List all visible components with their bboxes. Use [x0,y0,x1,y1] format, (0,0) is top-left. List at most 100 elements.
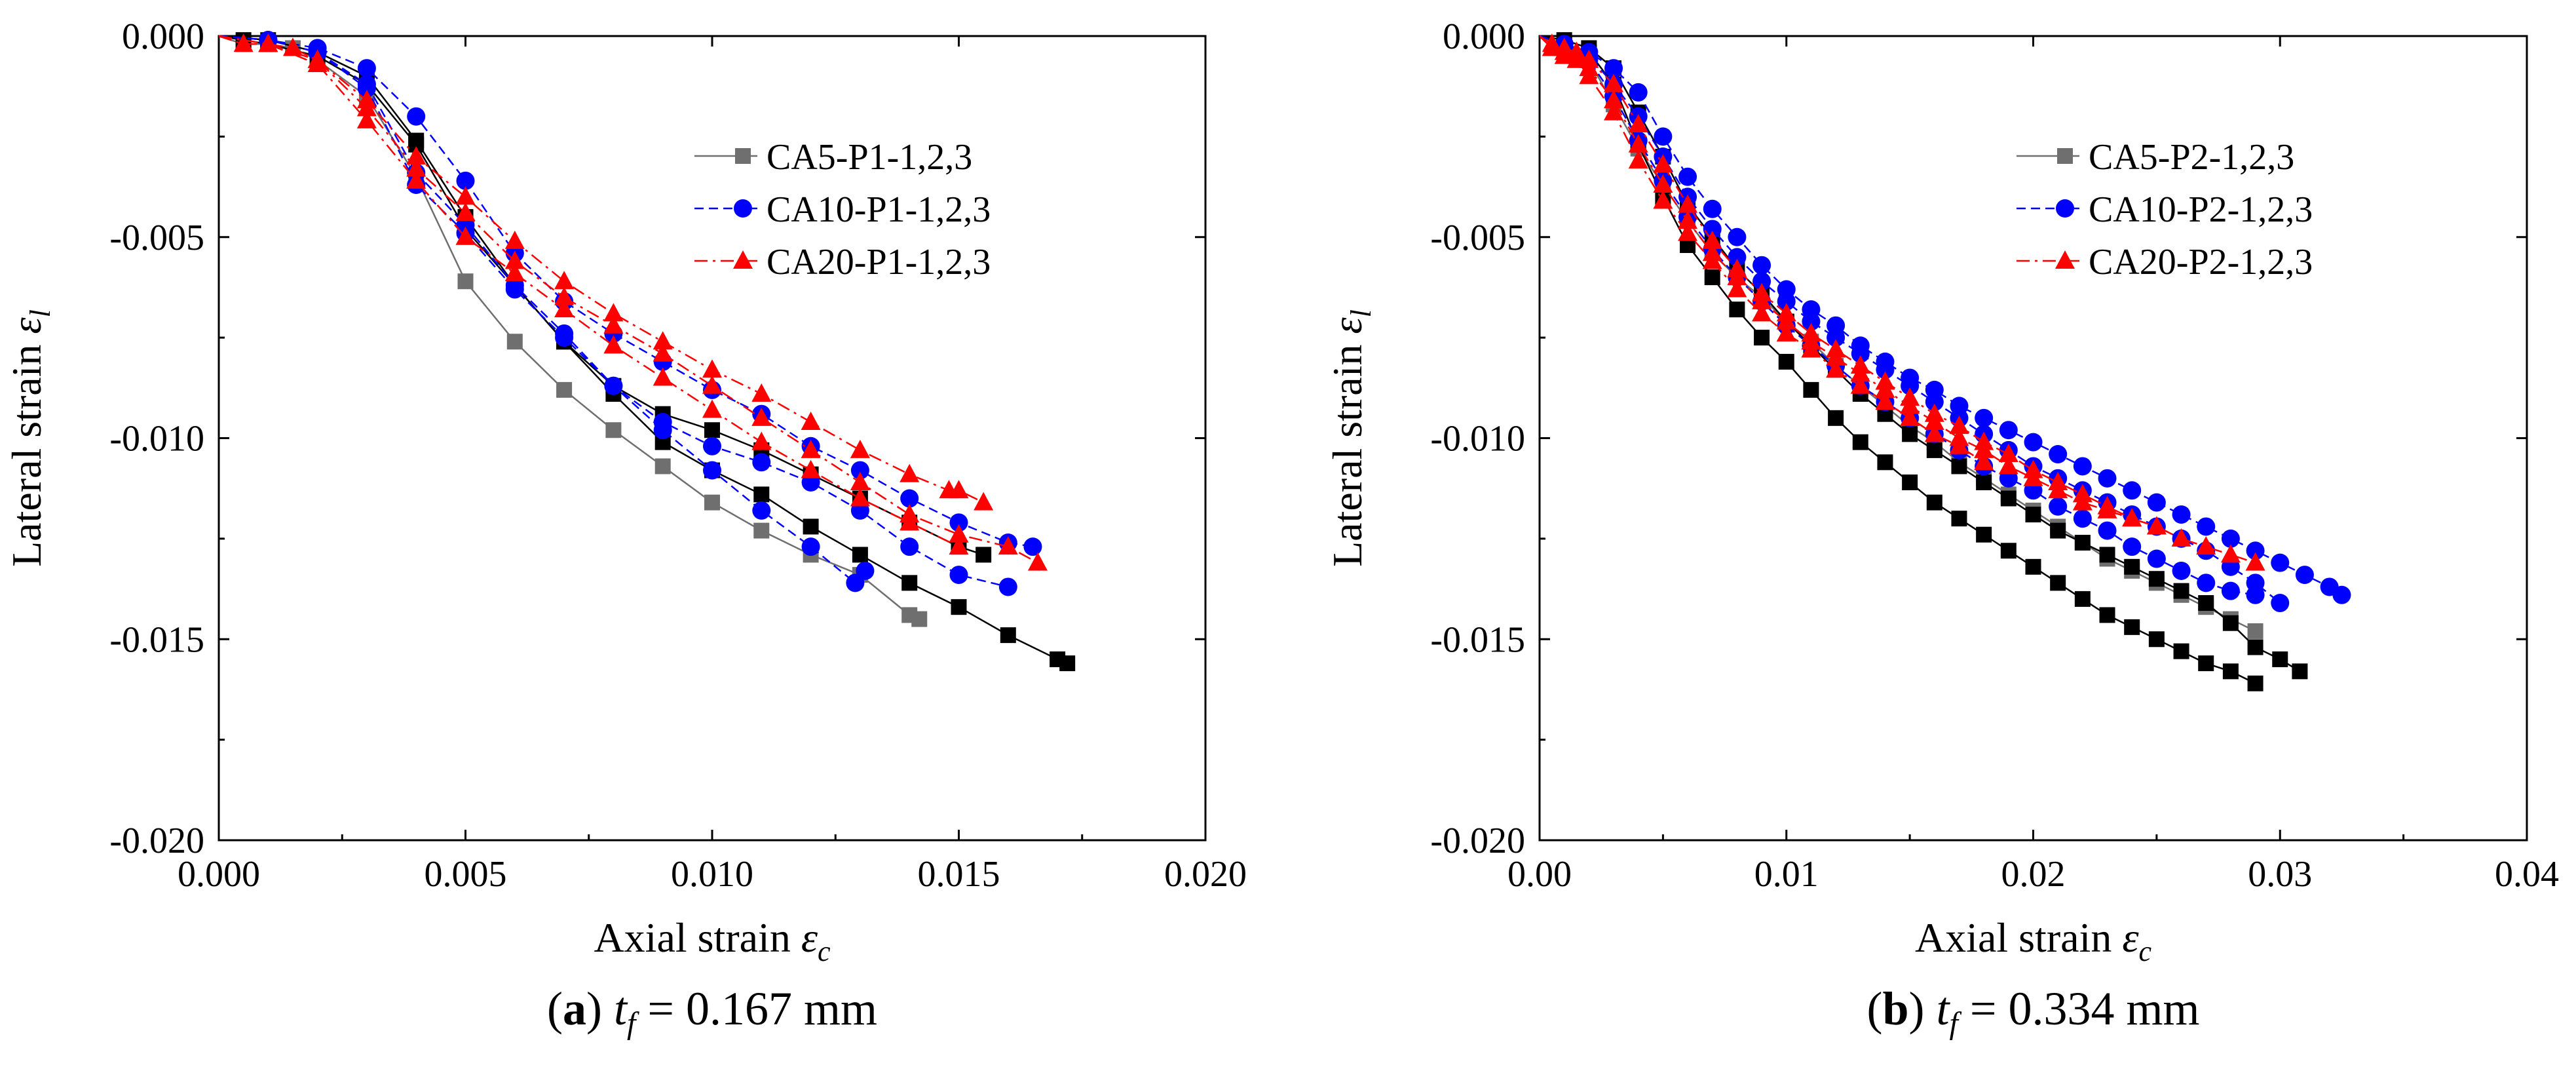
data-point-ca5-p2-2 [1803,381,1819,398]
data-point-ca20-p2-2 [1678,210,1698,229]
data-point-ca20-p1-3 [307,53,328,72]
data-point-ca20-p2-3 [1542,37,1562,56]
y-axis-label: Lateral strain εl [3,309,56,567]
series-group [1540,32,2351,691]
data-point-ca20-p1-3 [702,399,722,418]
data-point-ca20-p1-3 [603,335,624,354]
panel-b: 0.00 0.01 0.02 0.03 0.04 0.000 -0.005 -0.010 -0.… [1324,16,2559,1041]
data-point-ca10-p1-1 [1023,537,1042,556]
y-tick-label: -0.010 [109,419,204,459]
x-tick-label: 0.04 [2495,854,2559,895]
data-point-ca5-p2-3 [1902,426,1918,442]
y-tick-label: 0.000 [122,16,204,57]
data-point-ca20-p2-3 [1924,423,1944,442]
caption-value: = 0.334 mm [1958,982,2200,1035]
series-line-ca20-p2-2 [1540,35,2157,528]
y-tick-label: -0.005 [1430,218,1525,258]
data-point-ca10-p2-2 [1851,344,1870,363]
data-point-ca5-p1-3 [408,132,425,149]
data-point-ca5-p2-2 [1828,410,1844,426]
data-point-ca20-p2-3 [1678,222,1698,241]
data-point-ca20-p1-1 [406,146,426,165]
data-point-ca10-p1-2 [752,453,771,472]
data-point-ca10-p2-1 [1999,421,2018,440]
data-point-ca20-p2-2 [2072,492,2093,511]
data-point-ca20-p2-3 [1604,102,1624,121]
data-point-ca5-p1-2 [753,486,770,503]
data-point-ca10-p1-3 [555,328,574,347]
data-point-ca10-p2-1 [2271,553,2290,572]
data-point-ca5-p2-3 [2000,490,2017,507]
data-point-ca20-p1-1 [900,463,920,482]
data-point-ca20-p2-2 [2146,516,2167,535]
data-point-ca5-p2-2 [2124,619,2140,635]
x-axis-subscript: c [818,935,831,967]
panel-a: 0.000 0.005 0.010 0.015 0.020 0.000 -0.005 -0.0… [3,16,1247,1041]
data-point-ca5-p1-1 [556,381,573,398]
data-point-ca5-p2-2 [2074,591,2091,607]
data-point-ca5-p1-3 [975,547,992,563]
x-axis-symbol: ε [801,914,818,961]
data-point-ca20-p2-2 [1924,411,1944,430]
data-point-ca10-p2-3 [2098,521,2117,540]
data-point-ca20-p1-2 [603,315,624,334]
data-point-ca20-p2-3 [1579,66,1599,85]
data-point-ca20-p2-2 [1826,347,1846,366]
data-point-ca20-p2-2 [2097,499,2117,518]
legend-label: CA10-P1-1,2,3 [767,189,991,230]
data-point-ca5-p1-2 [901,575,918,591]
caption-value: = 0.167 mm [635,982,877,1035]
data-point-ca20-p2-1 [1653,154,1673,173]
data-point-ca5-p2-2 [1976,526,1992,543]
data-point-ca20-p1-1 [949,480,969,499]
data-point-ca10-p2-1 [1678,167,1697,186]
y-tick-label: -0.010 [1430,419,1525,459]
data-point-ca20-p1-1 [751,383,772,402]
data-point-ca5-p1-1 [654,458,671,475]
data-point-ca20-p2-1 [1678,194,1698,213]
data-point-ca10-p2-2 [2271,594,2290,613]
data-point-ca20-p1-2 [801,439,821,458]
data-point-ca10-p2-1 [2123,481,2142,500]
data-point-ca5-p2-3 [2148,571,2165,587]
data-point-ca20-p1-2 [356,98,377,117]
data-point-ca10-p2-1 [2024,433,2043,452]
data-point-ca10-p2-1 [2172,505,2191,524]
y-tick-label: -0.020 [109,821,204,861]
data-point-ca10-p2-1 [2073,457,2092,476]
data-point-ca5-p2-3 [2124,558,2140,575]
data-point-ca5-p2-2 [1926,494,1942,511]
caption-variable: t [1937,982,1951,1035]
data-point-ca20-p1-3 [801,459,821,478]
x-tick-label: 0.015 [918,854,1000,895]
data-point-ca20-p2-1 [2245,552,2265,571]
data-point-ca10-p2-1 [2098,469,2117,488]
data-point-ca5-p1-2 [852,547,868,563]
data-point-ca20-p1-2 [653,343,673,362]
data-point-ca10-p2-1 [2049,445,2068,464]
data-point-ca5-p2-2 [2198,655,2214,672]
data-point-ca20-p2-1 [1702,230,1722,249]
data-point-ca5-p2-3 [2074,535,2091,551]
data-point-ca20-p1-3 [258,33,278,52]
data-point-ca5-p1-1 [457,273,474,290]
data-point-ca5-p1-3 [704,422,720,438]
data-point-ca20-p2-2 [1998,456,2018,475]
data-point-ca5-p2-3 [2099,547,2115,563]
data-point-ca5-p1-1 [506,334,523,350]
data-point-ca20-p2-3 [1752,303,1772,322]
data-point-ca10-p1-3 [856,561,875,580]
data-point-ca20-p1-3 [504,262,525,281]
x-tick-label: 0.02 [2001,854,2066,895]
data-point-ca5-p2-2 [1704,269,1720,286]
data-point-ca10-p1-1 [407,107,426,126]
data-point-ca20-p2-1 [2171,528,2191,547]
data-point-ca10-p2-1 [1752,256,1771,275]
legend-label: CA5-P1-1,2,3 [767,137,972,178]
caption-paren-close: ) [1909,982,1937,1035]
caption-paren-close: ) [586,982,614,1035]
series-line-ca5-p1-2 [219,35,1068,665]
data-point-ca20-p2-1 [2196,536,2216,555]
data-point-ca5-p2-2 [2247,675,2263,691]
data-point-ca10-p2-2 [1827,328,1846,347]
